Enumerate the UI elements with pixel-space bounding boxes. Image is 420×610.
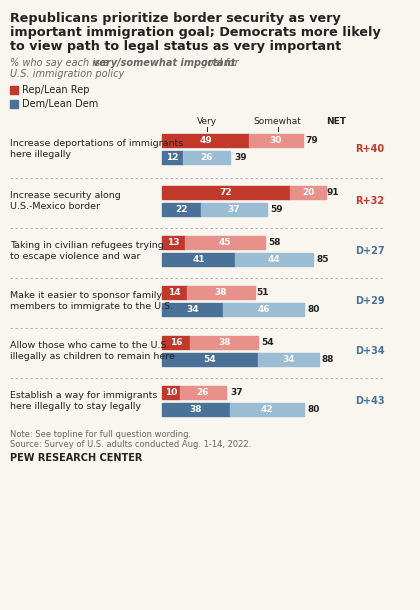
Text: 79: 79 xyxy=(306,136,318,145)
Text: NET: NET xyxy=(326,117,346,126)
Text: D+34: D+34 xyxy=(354,346,384,356)
Text: Republicans prioritize border security as very: Republicans prioritize border security a… xyxy=(10,12,341,25)
Text: 34: 34 xyxy=(282,355,295,364)
Text: Dem/Lean Dem: Dem/Lean Dem xyxy=(22,99,98,109)
Text: D+29: D+29 xyxy=(354,296,384,306)
Text: R+32: R+32 xyxy=(354,196,384,206)
Text: 13: 13 xyxy=(167,238,180,247)
Bar xyxy=(223,303,304,316)
Text: goal for: goal for xyxy=(198,58,239,68)
Text: 12: 12 xyxy=(166,153,179,162)
Bar xyxy=(10,86,18,94)
Text: 44: 44 xyxy=(268,255,281,264)
Text: 38: 38 xyxy=(215,288,227,297)
Bar xyxy=(191,336,258,349)
Bar xyxy=(162,353,258,366)
Text: 80: 80 xyxy=(307,305,320,314)
Text: 46: 46 xyxy=(257,305,270,314)
Text: Increase security along
U.S.-Mexico border: Increase security along U.S.-Mexico bord… xyxy=(10,192,121,210)
Text: Rep/Lean Rep: Rep/Lean Rep xyxy=(22,85,89,95)
Text: 41: 41 xyxy=(192,255,205,264)
Text: 30: 30 xyxy=(270,136,282,145)
Bar xyxy=(162,386,180,399)
Text: 91: 91 xyxy=(327,188,340,197)
Text: 88: 88 xyxy=(322,355,334,364)
Text: 10: 10 xyxy=(165,388,177,397)
Text: to view path to legal status as very important: to view path to legal status as very imp… xyxy=(10,40,341,53)
Bar xyxy=(162,203,201,216)
Text: 20: 20 xyxy=(302,188,314,197)
Text: 26: 26 xyxy=(197,388,209,397)
Bar xyxy=(10,100,18,108)
Text: Allow those who came to the U.S.
illegally as children to remain here: Allow those who came to the U.S. illegal… xyxy=(10,342,175,361)
Bar xyxy=(162,303,223,316)
Text: Make it easier to sponsor family
members to immigrate to the U.S.: Make it easier to sponsor family members… xyxy=(10,292,173,310)
Bar xyxy=(162,151,184,164)
Text: 85: 85 xyxy=(316,255,329,264)
Bar xyxy=(162,186,290,199)
Text: 38: 38 xyxy=(218,338,231,347)
Text: 16: 16 xyxy=(170,338,183,347)
Text: % who say each is a: % who say each is a xyxy=(10,58,113,68)
Text: 54: 54 xyxy=(261,338,274,347)
Text: D+43: D+43 xyxy=(354,396,384,406)
Bar xyxy=(162,253,235,266)
Text: Note: See topline for full question wording.: Note: See topline for full question word… xyxy=(10,430,191,439)
Text: Source: Survey of U.S. adults conducted Aug. 1-14, 2022.: Source: Survey of U.S. adults conducted … xyxy=(10,440,251,449)
Bar xyxy=(235,253,313,266)
Bar xyxy=(162,236,185,249)
Text: 42: 42 xyxy=(261,405,273,414)
Text: PEW RESEARCH CENTER: PEW RESEARCH CENTER xyxy=(10,453,142,463)
Text: Very: Very xyxy=(197,117,217,126)
Text: 14: 14 xyxy=(168,288,181,297)
Text: 59: 59 xyxy=(270,205,283,214)
Text: 58: 58 xyxy=(268,238,281,247)
Text: 37: 37 xyxy=(231,388,244,397)
Bar xyxy=(230,403,304,416)
Text: 38: 38 xyxy=(189,405,202,414)
Text: 54: 54 xyxy=(204,355,216,364)
Text: R+40: R+40 xyxy=(354,144,384,154)
Bar xyxy=(184,151,230,164)
Bar xyxy=(187,286,255,299)
Bar xyxy=(185,236,265,249)
Bar xyxy=(249,134,303,147)
Text: 51: 51 xyxy=(256,288,268,297)
Bar xyxy=(162,134,249,147)
Text: 39: 39 xyxy=(234,153,247,162)
Text: 37: 37 xyxy=(228,205,240,214)
Bar xyxy=(180,386,226,399)
Bar xyxy=(201,203,267,216)
Bar xyxy=(162,286,187,299)
Text: 34: 34 xyxy=(186,305,199,314)
Text: 45: 45 xyxy=(219,238,231,247)
Text: Establish a way for immigrants
here illegally to stay legally: Establish a way for immigrants here ille… xyxy=(10,391,158,411)
Text: 80: 80 xyxy=(307,405,320,414)
Bar xyxy=(290,186,326,199)
Text: 22: 22 xyxy=(175,205,188,214)
Text: Taking in civilian refugees trying
to escape violence and war: Taking in civilian refugees trying to es… xyxy=(10,242,164,260)
Text: 72: 72 xyxy=(220,188,232,197)
Text: 49: 49 xyxy=(199,136,212,145)
Bar xyxy=(162,336,191,349)
Text: D+27: D+27 xyxy=(354,246,384,256)
Text: important immigration goal; Democrats more likely: important immigration goal; Democrats mo… xyxy=(10,26,381,39)
Bar xyxy=(162,403,230,416)
Text: U.S. immigration policy: U.S. immigration policy xyxy=(10,69,124,79)
Text: Increase deportations of immigrants
here illegally: Increase deportations of immigrants here… xyxy=(10,139,183,159)
Text: Somewhat: Somewhat xyxy=(254,117,302,126)
Text: very/somewhat important: very/somewhat important xyxy=(93,58,235,68)
Text: 26: 26 xyxy=(200,153,213,162)
Bar xyxy=(258,353,319,366)
